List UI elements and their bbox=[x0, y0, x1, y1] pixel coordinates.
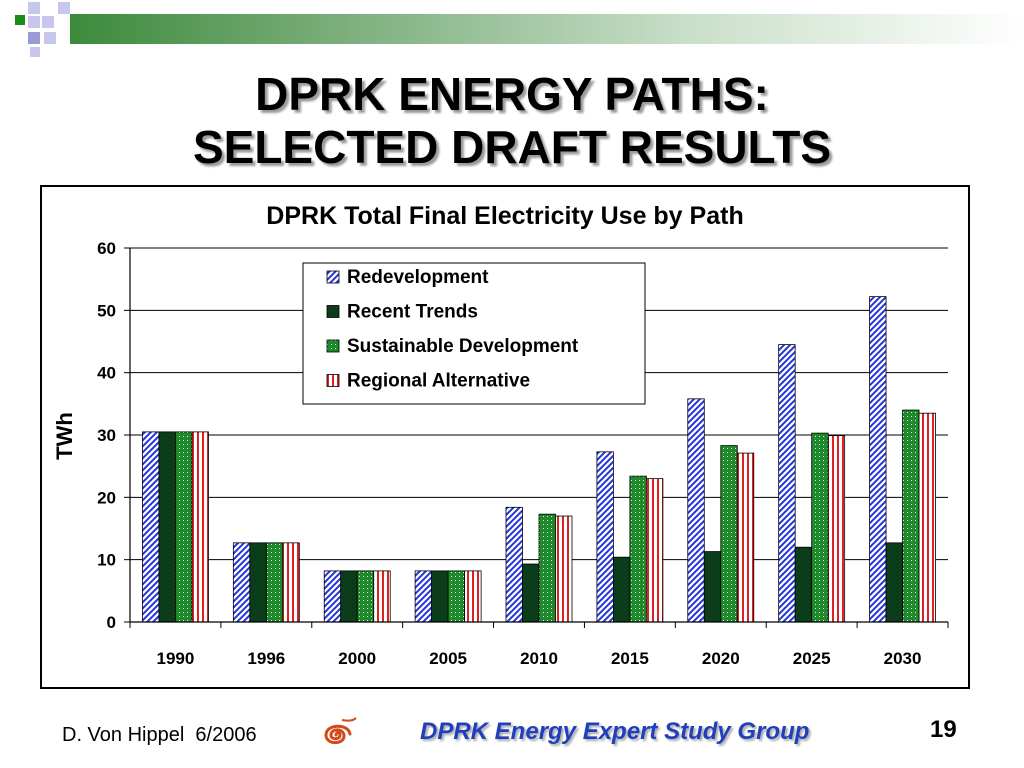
y-tick-label: 60 bbox=[97, 239, 116, 258]
bar-regional-alternative bbox=[827, 435, 846, 623]
bar-regional-alternative bbox=[191, 431, 209, 623]
spiral-logo-icon bbox=[324, 717, 357, 745]
bar-redevelopment bbox=[232, 542, 251, 623]
corner-squares-decoration bbox=[15, 2, 70, 57]
legend-label: Sustainable Development bbox=[347, 336, 579, 357]
legend-swatch-sustainable-development bbox=[326, 339, 340, 353]
y-tick-label: 10 bbox=[97, 551, 116, 570]
top-gradient-bar bbox=[70, 14, 1024, 44]
x-tick-label: 2015 bbox=[611, 649, 649, 668]
bar-redevelopment bbox=[414, 570, 433, 623]
bar-sustainable-development bbox=[720, 445, 738, 623]
bar-regional-alternative bbox=[736, 452, 755, 623]
legend: Redevelopment Recent Trends Sustainable De… bbox=[302, 262, 646, 405]
y-tick-label: 40 bbox=[97, 364, 116, 383]
bar-recent-trends bbox=[703, 551, 722, 623]
bar-sustainable-development bbox=[902, 409, 920, 623]
bar-sustainable-development bbox=[356, 570, 375, 623]
bar-redevelopment bbox=[778, 344, 796, 623]
bar-sustainable-development bbox=[629, 475, 647, 623]
bar-sustainable-development bbox=[538, 513, 556, 623]
bar-regional-alternative bbox=[282, 542, 300, 623]
footer-author: D. Von Hippel 6/2006 bbox=[62, 724, 257, 746]
legend-label: Recent Trends bbox=[347, 302, 478, 323]
x-tick-label: 1990 bbox=[157, 649, 195, 668]
bar-regional-alternative bbox=[555, 515, 573, 623]
bar-recent-trends bbox=[522, 563, 540, 623]
x-tick-label: 1996 bbox=[247, 649, 285, 668]
bar-sustainable-development bbox=[175, 431, 193, 623]
chart-frame: DPRK Total Final Electricity Use by Path… bbox=[40, 185, 970, 689]
y-axis-label: TWh bbox=[52, 412, 77, 460]
slide-title-line-2: SELECTED DRAFT RESULTS bbox=[192, 121, 832, 173]
bar-regional-alternative bbox=[918, 412, 936, 623]
bar-redevelopment bbox=[142, 431, 160, 623]
bar-redevelopment bbox=[323, 570, 342, 623]
legend-swatch-recent-trends bbox=[326, 305, 340, 318]
legend-label: Regional Alternative bbox=[347, 371, 530, 392]
bar-redevelopment bbox=[596, 451, 614, 623]
bar-chart: DPRK Total Final Electricity Use by Path… bbox=[52, 202, 949, 668]
bars bbox=[142, 296, 936, 623]
slide-title: DPRK ENERGY PATHS: SELECTED DRAFT RESULT… bbox=[0, 68, 1024, 174]
bar-redevelopment bbox=[869, 296, 887, 623]
bar-sustainable-development bbox=[265, 542, 284, 623]
bar-recent-trends bbox=[249, 542, 267, 623]
slide-number: 19 bbox=[930, 716, 957, 743]
footer-group-name: DPRK Energy Expert Study Group bbox=[420, 718, 810, 745]
bar-recent-trends bbox=[340, 570, 358, 623]
legend-swatch-redevelopment bbox=[326, 270, 340, 284]
legend-box bbox=[302, 262, 646, 405]
y-tick-label: 30 bbox=[97, 426, 116, 445]
bar-redevelopment bbox=[687, 398, 705, 623]
y-tick-label: 20 bbox=[97, 488, 116, 507]
x-tick-label: 2010 bbox=[520, 649, 558, 668]
x-tick-label: 2020 bbox=[702, 649, 740, 668]
bar-recent-trends bbox=[612, 556, 631, 623]
bar-redevelopment bbox=[505, 506, 523, 623]
axes bbox=[124, 247, 949, 628]
x-tick-label: 2000 bbox=[338, 649, 376, 668]
bar-recent-trends bbox=[158, 431, 176, 623]
legend-label: Redevelopment bbox=[347, 267, 489, 288]
bar-sustainable-development bbox=[811, 432, 829, 623]
bar-regional-alternative bbox=[645, 478, 664, 623]
legend-swatch-regional-alternative bbox=[326, 374, 340, 387]
bar-regional-alternative bbox=[464, 570, 482, 623]
chart-title: DPRK Total Final Electricity Use by Path bbox=[266, 202, 743, 230]
x-tick-label: 2025 bbox=[793, 649, 831, 668]
y-tick-label: 0 bbox=[107, 613, 116, 632]
x-tick-label: 2005 bbox=[429, 649, 467, 668]
slide-title-line-1: DPRK ENERGY PATHS: bbox=[255, 68, 769, 120]
x-tick-label: 2030 bbox=[884, 649, 922, 668]
bar-sustainable-development bbox=[447, 570, 466, 623]
y-tick-label: 50 bbox=[97, 301, 116, 320]
bar-regional-alternative bbox=[373, 570, 391, 623]
bar-recent-trends bbox=[885, 542, 903, 623]
bar-recent-trends bbox=[794, 546, 813, 623]
bar-recent-trends bbox=[431, 570, 449, 623]
